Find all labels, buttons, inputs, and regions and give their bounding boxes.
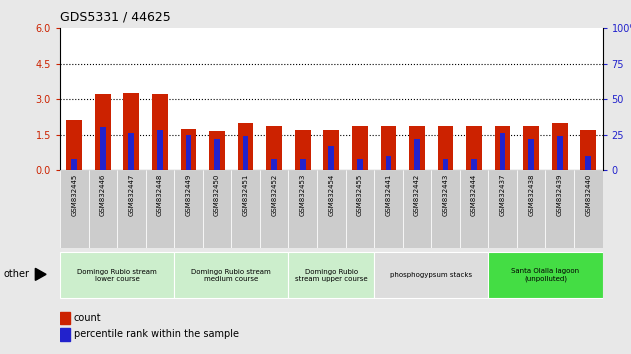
Text: phosphogypsum stacks: phosphogypsum stacks: [390, 272, 472, 278]
Bar: [557, 136, 563, 170]
Bar: [517, 170, 545, 248]
Bar: [352, 126, 368, 170]
Bar: [88, 170, 117, 248]
Bar: [380, 126, 396, 170]
Bar: [581, 130, 596, 170]
Bar: [203, 170, 232, 248]
Text: GSM832451: GSM832451: [242, 174, 249, 216]
Bar: [324, 130, 339, 170]
Text: GSM832442: GSM832442: [414, 174, 420, 216]
Bar: [117, 170, 146, 248]
Bar: [243, 136, 249, 170]
Bar: [186, 135, 191, 170]
Bar: [488, 170, 517, 248]
Bar: [552, 123, 568, 170]
Text: Domingo Rubio stream
lower course: Domingo Rubio stream lower course: [77, 269, 157, 282]
Text: GSM832455: GSM832455: [357, 174, 363, 216]
Bar: [60, 170, 88, 248]
Bar: [386, 156, 391, 170]
Text: GSM832447: GSM832447: [128, 174, 134, 216]
Bar: [157, 130, 163, 170]
Bar: [238, 123, 254, 170]
Bar: [460, 170, 488, 248]
Bar: [95, 95, 110, 170]
Bar: [523, 126, 539, 170]
Text: percentile rank within the sample: percentile rank within the sample: [73, 329, 239, 339]
Bar: [214, 139, 220, 170]
Bar: [209, 131, 225, 170]
Bar: [71, 159, 77, 170]
Bar: [180, 129, 196, 170]
Text: GSM832444: GSM832444: [471, 174, 477, 216]
Bar: [146, 170, 174, 248]
Text: other: other: [3, 269, 29, 279]
Bar: [295, 130, 310, 170]
Text: GSM832445: GSM832445: [71, 174, 77, 216]
Bar: [586, 156, 591, 170]
Bar: [443, 159, 449, 170]
Bar: [288, 170, 317, 248]
Bar: [271, 159, 277, 170]
Bar: [431, 170, 460, 248]
Bar: [495, 126, 510, 170]
Bar: [152, 95, 168, 170]
Text: Domingo Rubio stream
medium course: Domingo Rubio stream medium course: [191, 269, 271, 282]
Bar: [488, 252, 603, 298]
Bar: [60, 252, 174, 298]
Bar: [260, 170, 288, 248]
Text: GSM832437: GSM832437: [500, 174, 505, 216]
Bar: [403, 170, 431, 248]
Text: Santa Olalla lagoon
(unpolluted): Santa Olalla lagoon (unpolluted): [511, 268, 579, 282]
Text: Domingo Rubio
stream upper course: Domingo Rubio stream upper course: [295, 269, 368, 282]
Bar: [471, 159, 477, 170]
Bar: [174, 170, 203, 248]
Text: GSM832441: GSM832441: [386, 174, 391, 216]
Bar: [409, 126, 425, 170]
Text: GSM832440: GSM832440: [586, 174, 591, 216]
Bar: [60, 312, 69, 324]
Bar: [500, 133, 505, 170]
Text: GSM832439: GSM832439: [557, 174, 563, 216]
Bar: [124, 93, 139, 170]
Text: GSM832452: GSM832452: [271, 174, 277, 216]
Bar: [466, 126, 482, 170]
Bar: [232, 170, 260, 248]
Text: GSM832443: GSM832443: [442, 174, 449, 216]
Bar: [346, 170, 374, 248]
Bar: [545, 170, 574, 248]
Bar: [317, 170, 346, 248]
Text: GSM832438: GSM832438: [528, 174, 534, 216]
Text: GSM832454: GSM832454: [328, 174, 334, 216]
Bar: [438, 126, 453, 170]
Bar: [574, 170, 603, 248]
Bar: [328, 146, 334, 170]
Text: GSM832446: GSM832446: [100, 174, 106, 216]
Text: GSM832448: GSM832448: [157, 174, 163, 216]
Text: GSM832453: GSM832453: [300, 174, 305, 216]
Text: count: count: [73, 313, 101, 322]
Bar: [374, 252, 488, 298]
Bar: [414, 139, 420, 170]
Bar: [60, 328, 69, 341]
Bar: [66, 120, 82, 170]
Bar: [300, 159, 305, 170]
Bar: [357, 159, 363, 170]
Bar: [174, 252, 288, 298]
Bar: [100, 127, 105, 170]
Bar: [528, 139, 534, 170]
Bar: [266, 126, 282, 170]
Text: GDS5331 / 44625: GDS5331 / 44625: [60, 11, 171, 24]
Bar: [288, 252, 374, 298]
Bar: [374, 170, 403, 248]
Text: GSM832450: GSM832450: [214, 174, 220, 216]
Bar: [129, 133, 134, 170]
Text: GSM832449: GSM832449: [186, 174, 191, 216]
